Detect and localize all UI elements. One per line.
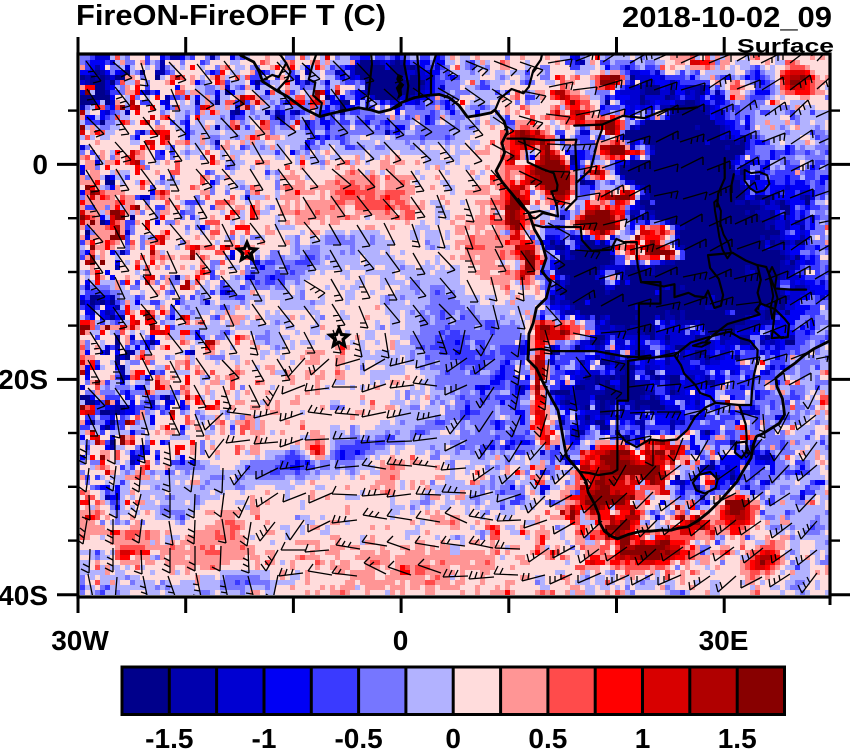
svg-text:0.5: 0.5 — [528, 723, 567, 750]
svg-text:-1.5: -1.5 — [145, 723, 193, 750]
svg-text:0: 0 — [393, 625, 409, 656]
svg-text:1.5: 1.5 — [718, 723, 757, 750]
svg-text:40S: 40S — [0, 580, 48, 611]
svg-text:0: 0 — [445, 723, 461, 750]
svg-text:-0.5: -0.5 — [334, 723, 382, 750]
svg-text:2018-10-02_09: 2018-10-02_09 — [622, 2, 832, 34]
svg-text:30W: 30W — [51, 625, 109, 656]
svg-text:1: 1 — [635, 723, 651, 750]
svg-text:30E: 30E — [699, 625, 749, 656]
svg-text:0: 0 — [32, 149, 48, 180]
svg-text:-1: -1 — [252, 723, 277, 750]
svg-text:20S: 20S — [0, 364, 48, 395]
svg-text:FireON-FireOFF T (C): FireON-FireOFF T (C) — [76, 0, 386, 32]
svg-text:Surface: Surface — [737, 37, 834, 58]
